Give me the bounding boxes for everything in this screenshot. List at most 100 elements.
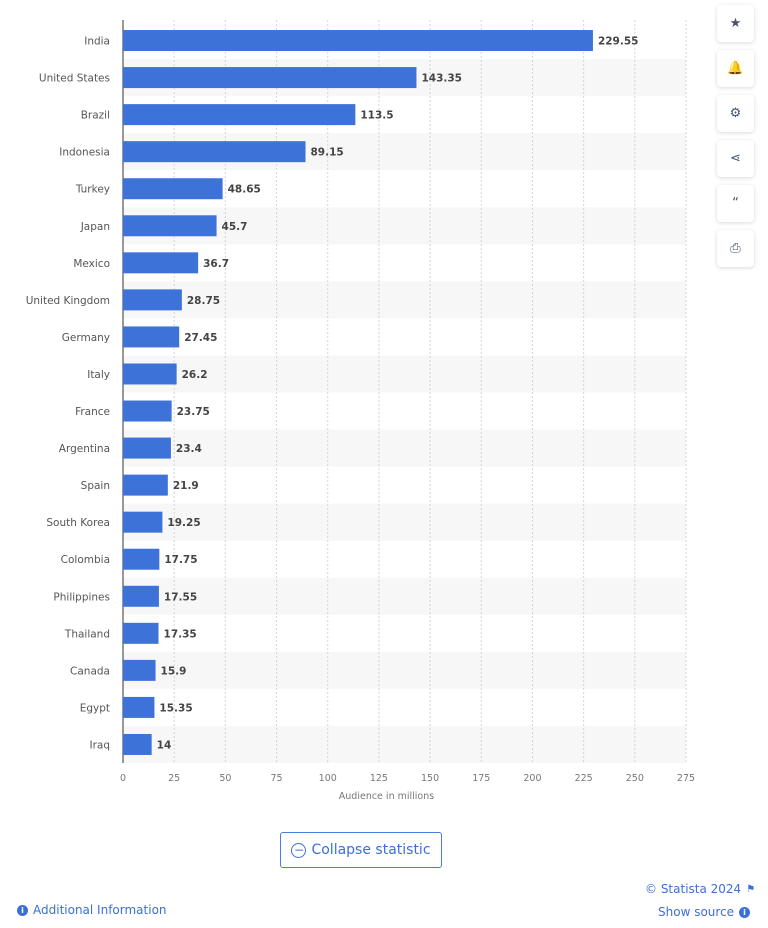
row-band	[123, 281, 686, 319]
category-label: Brazil	[81, 110, 110, 122]
info-icon: i	[17, 904, 28, 916]
category-label: India	[84, 36, 110, 48]
bar	[123, 696, 155, 718]
data-label: 15.35	[159, 702, 192, 714]
category-label: South Korea	[46, 517, 110, 529]
x-tick-label: 150	[421, 773, 439, 784]
share-button[interactable]: ⋖	[717, 140, 754, 177]
x-tick-label: 125	[370, 773, 388, 784]
data-label: 48.65	[228, 184, 261, 196]
category-label: United States	[39, 73, 110, 85]
row-band	[123, 207, 686, 245]
data-label: 229.55	[598, 36, 639, 48]
bar	[123, 178, 223, 200]
x-tick-label: 250	[626, 773, 644, 784]
category-label: Argentina	[59, 443, 110, 455]
bar	[123, 289, 182, 311]
data-label: 17.75	[164, 554, 197, 566]
row-band	[123, 577, 686, 615]
quote-button[interactable]: “	[717, 185, 754, 222]
data-label: 113.5	[360, 110, 393, 122]
bar-chart: 0 25 50 75 100 125 150 175 200 225 250 275 India 229.…	[26, 20, 695, 802]
print-icon: ⎙	[730, 241, 741, 256]
bar	[123, 326, 180, 348]
bar	[123, 141, 306, 163]
category-label: Turkey	[75, 184, 110, 196]
data-label: 28.75	[187, 295, 220, 307]
x-tick-label: 50	[219, 773, 231, 784]
star-button[interactable]: ★	[717, 5, 754, 42]
flag-icon: ⚑	[746, 883, 756, 895]
x-tick-label: 275	[677, 773, 695, 784]
gear-icon: ⚙	[729, 106, 742, 121]
star-icon: ★	[729, 16, 742, 31]
bar	[123, 548, 160, 570]
bar	[123, 363, 177, 385]
data-label: 27.45	[184, 332, 217, 344]
category-label: Canada	[70, 665, 110, 677]
x-tick-label: 25	[168, 773, 180, 784]
gear-button[interactable]: ⚙	[717, 95, 754, 132]
quote-icon: “	[732, 196, 739, 211]
row-band	[123, 355, 686, 393]
additional-information-link[interactable]: i Additional Information	[17, 903, 167, 917]
data-label: 89.15	[311, 147, 344, 159]
print-button[interactable]: ⎙	[717, 230, 754, 267]
x-tick-label: 0	[120, 773, 126, 784]
category-label: Italy	[87, 369, 110, 381]
row-band	[123, 651, 686, 689]
category-label: Egypt	[80, 702, 110, 714]
category-label: Colombia	[61, 554, 110, 566]
bell-button[interactable]: 🔔	[717, 50, 754, 87]
category-label: Spain	[81, 480, 110, 492]
data-label: 143.35	[421, 73, 462, 85]
data-label: 14	[157, 739, 172, 751]
category-label: Germany	[62, 332, 110, 344]
additional-information-text: Additional Information	[33, 903, 167, 917]
data-label: 23.75	[177, 406, 210, 418]
bar	[123, 659, 156, 681]
bar	[123, 474, 168, 496]
bar	[123, 585, 159, 607]
row-band	[123, 503, 686, 541]
bar	[123, 30, 593, 52]
category-label: Japan	[80, 221, 110, 233]
category-label: Philippines	[53, 591, 110, 603]
bar	[123, 437, 171, 459]
bar	[123, 511, 163, 533]
data-label: 15.9	[161, 665, 187, 677]
x-tick-label: 225	[575, 773, 593, 784]
share-icon: ⋖	[730, 151, 741, 166]
category-label: Thailand	[64, 628, 110, 640]
x-axis-title: Audience in millions	[339, 791, 434, 802]
bar	[123, 400, 172, 422]
bar	[123, 67, 417, 89]
copyright[interactable]: © Statista 2024 ⚑	[645, 882, 755, 896]
minus-circle-icon: −	[291, 842, 307, 858]
bar	[123, 252, 199, 274]
collapse-label: Collapse statistic	[311, 842, 431, 858]
row-band	[123, 429, 686, 467]
show-source-text: Show source	[658, 905, 735, 919]
x-tick-label: 75	[270, 773, 282, 784]
data-label: 45.7	[222, 221, 248, 233]
category-label: Indonesia	[59, 147, 110, 159]
row-band	[123, 725, 686, 763]
collapse-statistic-button[interactable]: − Collapse statistic	[280, 832, 442, 868]
category-label: United Kingdom	[26, 295, 110, 307]
x-tick-label: 175	[472, 773, 490, 784]
x-tick-label: 200	[523, 773, 541, 784]
category-label: Iraq	[89, 739, 110, 751]
category-label: Mexico	[73, 258, 110, 270]
data-label: 21.9	[173, 480, 199, 492]
data-label: 17.35	[164, 628, 197, 640]
bar	[123, 215, 217, 237]
data-label: 36.7	[203, 258, 229, 270]
show-source-link[interactable]: Show source i	[658, 905, 751, 919]
copyright-text: © Statista 2024	[645, 882, 742, 896]
bar	[123, 622, 159, 644]
category-label: France	[75, 406, 110, 418]
data-label: 26.2	[182, 369, 208, 381]
data-label: 23.4	[176, 443, 202, 455]
bar	[123, 733, 152, 755]
